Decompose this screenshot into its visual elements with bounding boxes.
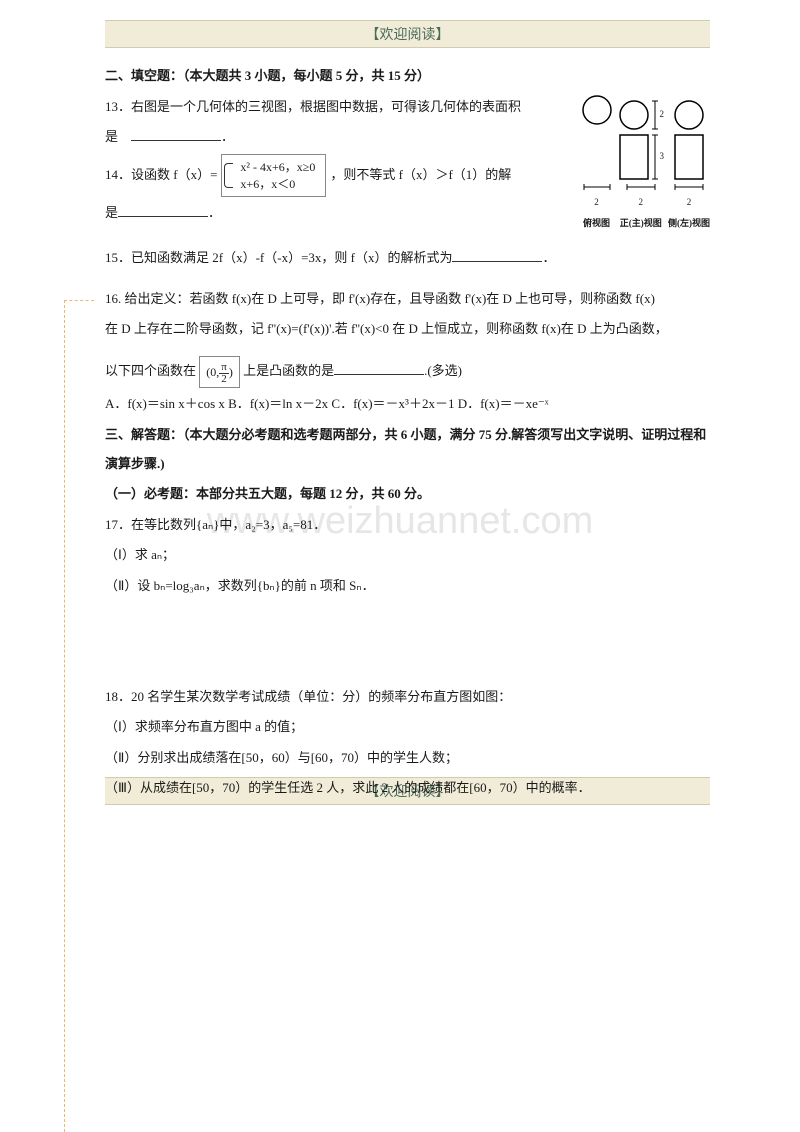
- q15-text: 15．已知函数满足 2f（x）-f（-x）=3x，则 f（x）的解析式为: [105, 250, 452, 265]
- q15-blank: [452, 249, 542, 262]
- q17-part2: （Ⅱ）设 bₙ=log₃aₙ，求数列{bₙ}的前 n 项和 Sₙ．: [105, 572, 710, 601]
- q13-blank: [131, 128, 221, 141]
- dim-2d: 2: [687, 193, 692, 213]
- q14-line2-pre: 是: [105, 205, 118, 220]
- q16-pre: 以下四个函数在: [105, 363, 196, 378]
- side-view-label: 侧(左)视图: [668, 214, 710, 234]
- dim-2a: 2: [594, 193, 599, 213]
- q18-part1: （Ⅰ）求频率分布直方图中 a 的值；: [105, 713, 710, 742]
- top-view-label: 俯视图: [583, 214, 610, 234]
- dim-2c: 2: [639, 193, 644, 213]
- side-rect: [673, 133, 705, 181]
- q14-blank: [118, 204, 208, 217]
- q14-pre: 14．设函数 f（x）=: [105, 161, 217, 190]
- banner-top: 【欢迎阅读】: [105, 20, 710, 48]
- front-view-label: 正(主)视图: [620, 214, 662, 234]
- q16-line2: 在 D 上存在二阶导函数，记 f''(x)=(f'(x))'.若 f''(x)<…: [105, 315, 710, 344]
- q14-case1: x² - 4x+6，x≥0: [228, 159, 315, 176]
- q16-blank: [334, 362, 424, 375]
- q16-options: A．f(x)＝sin x＋cos x B．f(x)＝ln x－2x C．f(x)…: [105, 390, 710, 419]
- q18-stem: 18．20 名学生某次数学考试成绩（单位：分）的频率分布直方图如图：: [105, 683, 710, 712]
- q14-case2: x+6，x＜0: [228, 176, 315, 193]
- q16-end: .(多选): [424, 363, 462, 378]
- front-rect: [618, 133, 650, 181]
- top-view-icon: [580, 93, 614, 127]
- q17-part1: （Ⅰ）求 aₙ；: [105, 541, 710, 570]
- q17-stem: 17．在等比数列{aₙ}中，a₂=3，a₅=81．: [105, 511, 710, 540]
- front-circle: [618, 99, 650, 131]
- q14-piecewise: x² - 4x+6，x≥0 x+6，x＜0: [221, 154, 326, 198]
- q16-line1: 16. 给出定义：若函数 f(x)在 D 上可导，即 f'(x)存在，且导函数 …: [105, 285, 710, 314]
- q18-part3: （Ⅲ）从成绩在[50，70）的学生任选 2 人，求此 2 人的成绩都在[60，7…: [105, 774, 710, 803]
- side-circle: [673, 99, 705, 131]
- q14-line2-post: ．: [208, 205, 221, 220]
- q14-post: ，则不等式 f（x）＞f（1）的解: [330, 161, 511, 190]
- section-3-sub: （一）必考题：本部分共五大题，每题 12 分，共 60 分。: [105, 480, 710, 509]
- three-view-diagram: 2 俯视图 2 3 2 正(主)视图: [580, 93, 711, 235]
- section-3-header: 三、解答题：（本大题分必考题和选考题两部分，共 6 小题，满分 75 分.解答须…: [105, 421, 710, 478]
- q13-line1: 13．右图是一个几何体的三视图，根据图中数据，可得该几何体的表面积: [105, 93, 572, 122]
- dim-3: 3: [660, 147, 665, 167]
- q18-part2: （Ⅱ）分别求出成绩落在[50，60）与[60，70）中的学生人数；: [105, 744, 710, 773]
- q16-interval: (0,π2): [199, 356, 240, 388]
- q13-line2-post: ．: [221, 129, 234, 144]
- q13-line2-pre: 是: [105, 129, 131, 144]
- dim-2b: 2: [660, 105, 665, 125]
- q15-end: ．: [542, 250, 555, 265]
- section-2-header: 二、填空题：（本大题共 3 小题，每小题 5 分，共 15 分）: [105, 62, 710, 91]
- q16-post: 上是凸函数的是: [243, 363, 334, 378]
